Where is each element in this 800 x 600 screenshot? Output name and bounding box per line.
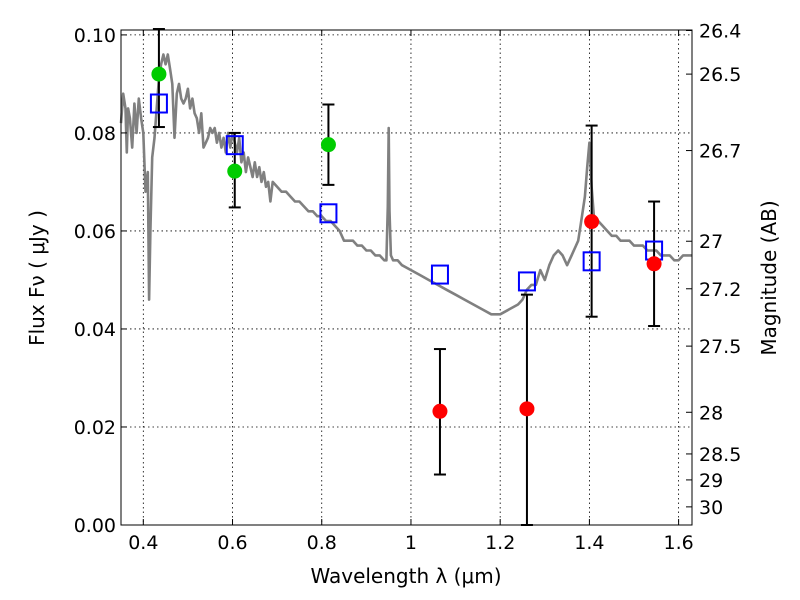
right-axis-label: Magnitude (AB)	[757, 200, 781, 355]
right-tick-label: 26.5	[699, 64, 741, 86]
observed-point	[432, 403, 448, 419]
right-tick-label: 26.7	[699, 141, 741, 163]
model-spectrum	[119, 53, 692, 316]
plot-frame	[120, 29, 693, 526]
x-tick-label: 0.8	[307, 532, 337, 554]
x-tick-label: 0.6	[217, 532, 247, 554]
y-tick-label: 0.10	[74, 25, 116, 47]
observed-point	[646, 256, 662, 272]
right-tick-label: 28.5	[699, 444, 741, 466]
error-bars	[152, 28, 661, 526]
observed-point	[519, 401, 535, 417]
observed-point	[584, 214, 600, 230]
observed-point	[320, 137, 336, 153]
model-band-square	[430, 264, 449, 285]
right-tick-label: 27.2	[699, 279, 741, 301]
x-tick-label: 1	[405, 532, 417, 554]
x-tick-label: 1.4	[574, 532, 604, 554]
right-axis-ticks: 26.4 26.5 26.7 27 27.2 27.5 28 28.5 29 30	[686, 20, 741, 519]
y-axis-ticks: 0.00 0.02 0.04 0.06 0.08 0.10	[74, 25, 127, 537]
grid-lines	[121, 30, 692, 525]
model-band-square	[149, 93, 168, 114]
right-tick-label: 27.5	[699, 336, 741, 358]
y-tick-label: 0.06	[74, 221, 116, 243]
y-tick-label: 0.02	[74, 417, 116, 439]
y-tick-label: 0.08	[74, 123, 116, 145]
x-tick-label: 0.4	[128, 532, 158, 554]
x-tick-label: 1.2	[485, 532, 515, 554]
model-band-square	[517, 271, 536, 292]
x-axis-label: Wavelength λ (μm)	[310, 564, 501, 588]
y-axis-label: Flux Fν ( μJy )	[25, 210, 49, 346]
right-tick-label: 29	[699, 470, 723, 492]
right-tick-label: 28	[699, 402, 723, 424]
observed-points	[151, 66, 662, 419]
observed-point	[151, 66, 167, 82]
y-tick-label: 0.04	[74, 319, 116, 341]
spectrum-line	[119, 53, 692, 316]
model-band-square	[319, 203, 338, 224]
model-band-square	[225, 135, 244, 156]
observed-point	[227, 163, 243, 179]
right-tick-label: 30	[699, 497, 723, 519]
model-band-square	[582, 251, 601, 272]
y-tick-label: 0.00	[74, 515, 116, 537]
right-tick-label: 27	[699, 231, 723, 253]
right-tick-label: 26.4	[699, 20, 741, 42]
x-tick-label: 1.6	[664, 532, 694, 554]
x-axis-ticks: 0.4 0.6 0.8 1 1.2 1.4 1.6	[128, 30, 694, 554]
